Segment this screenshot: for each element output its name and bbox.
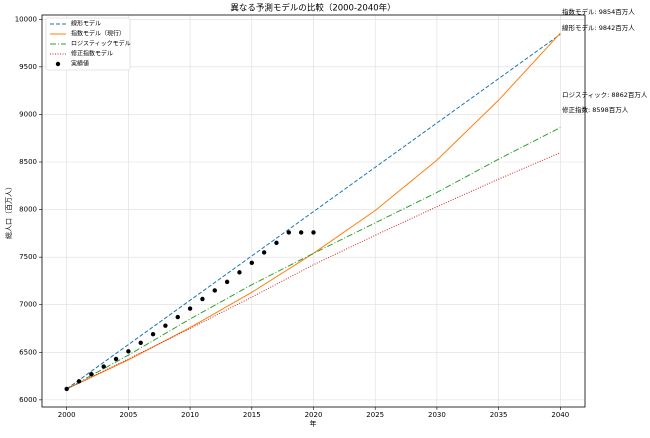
annotation: ロジスティック: 8862百万人 [562,91,648,99]
x-tick-label: 2010 [181,411,199,419]
data-point [298,230,304,235]
x-axis-label: 年 [310,419,317,428]
data-point [89,371,94,377]
series-line [66,152,561,390]
chart-title: 異なる予測モデルの比較（2000-2040年） [230,3,395,14]
y-tick-label: 9500 [19,63,37,71]
data-point [163,323,168,328]
x-tick-label: 2035 [490,411,508,419]
data-point [76,379,82,384]
data-point [224,279,230,285]
data-point [311,230,316,235]
data-point [286,230,292,235]
y-tick-label: 8000 [19,206,37,214]
data-point [274,240,279,246]
data-point [101,364,106,369]
data-point [175,314,180,320]
data-point [150,332,156,337]
data-point [187,306,193,311]
x-tick-label: 2015 [243,411,261,419]
y-tick-label: 7500 [19,253,37,261]
x-tick-label: 2040 [551,411,569,419]
y-tick-label: 6000 [19,396,37,404]
series-line [66,33,561,390]
data-point [126,349,131,354]
legend-label: ロジスティックモデル [71,40,131,48]
y-tick-label: 7000 [19,301,37,309]
legend-label: 実績値 [71,60,89,68]
legend-label: 修正指数モデル [71,50,113,58]
x-tick-label: 2030 [428,411,446,419]
annotation: 指数モデル: 9854百万人 [562,7,635,16]
data-point [237,270,242,275]
x-tick-label: 2000 [58,411,76,419]
annotation: 線形モデル: 9842百万人 [562,23,635,32]
y-tick-label: 9000 [19,110,37,118]
y-tick-label: 6500 [19,348,37,356]
x-tick-label: 2025 [366,411,384,419]
legend-marker [55,61,61,67]
x-tick-label: 2005 [119,411,137,419]
x-tick-label: 2020 [305,411,323,419]
data-point [249,260,254,266]
annotation: 修正指数: 8598百万人 [562,105,629,114]
legend-frame [45,17,131,71]
series-line [66,32,561,390]
data-point [200,296,205,302]
data-point [138,340,143,345]
data-point [113,356,119,362]
y-tick-label: 10000 [15,15,37,23]
plot-frame [41,14,586,408]
data-point [261,250,267,255]
data-point [212,288,217,293]
y-tick-label: 8500 [19,158,37,166]
y-axis-label: 総人口（百万人） [4,183,13,239]
data-point [64,386,69,392]
legend-label: 指数モデル（現行） [71,30,125,38]
legend-label: 線形モデル [71,20,101,28]
series-line [66,127,561,390]
